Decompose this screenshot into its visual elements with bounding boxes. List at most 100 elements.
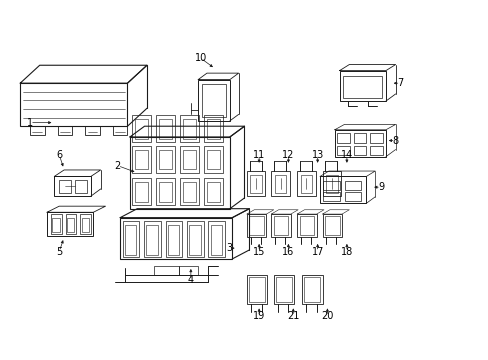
Text: 18: 18 xyxy=(340,247,352,257)
Bar xyxy=(165,221,182,257)
Text: 4: 4 xyxy=(187,275,194,285)
Bar xyxy=(334,130,385,157)
Bar xyxy=(344,181,360,190)
Bar xyxy=(297,171,315,196)
Bar xyxy=(198,80,229,121)
Bar xyxy=(203,116,222,142)
Bar xyxy=(206,149,219,169)
Bar xyxy=(302,275,322,304)
Text: 21: 21 xyxy=(286,311,299,321)
Bar xyxy=(156,178,174,205)
Bar xyxy=(203,178,222,205)
Text: 1: 1 xyxy=(27,118,33,128)
Bar xyxy=(246,214,266,237)
Text: 14: 14 xyxy=(340,150,352,160)
Bar xyxy=(183,182,195,202)
Bar xyxy=(202,84,225,117)
Bar xyxy=(135,149,148,169)
Bar xyxy=(159,149,171,169)
Bar xyxy=(186,221,203,257)
Bar xyxy=(339,71,385,101)
Bar xyxy=(249,216,264,235)
Bar xyxy=(210,225,222,255)
Bar xyxy=(58,126,72,135)
Bar xyxy=(80,214,91,234)
Bar xyxy=(208,221,224,257)
Bar xyxy=(299,216,314,235)
Bar xyxy=(322,171,340,196)
Bar xyxy=(51,214,61,234)
Bar xyxy=(206,119,219,139)
Bar xyxy=(189,225,200,255)
Bar xyxy=(167,225,179,255)
Bar xyxy=(59,180,71,193)
Bar xyxy=(322,214,341,237)
Bar xyxy=(144,221,160,257)
Text: 17: 17 xyxy=(311,247,323,257)
Bar xyxy=(159,119,171,139)
Bar xyxy=(81,218,89,232)
Bar xyxy=(180,146,198,173)
Bar xyxy=(154,266,178,275)
Bar xyxy=(54,176,91,196)
Bar xyxy=(273,216,288,235)
Text: 5: 5 xyxy=(56,247,62,257)
Text: 15: 15 xyxy=(252,247,265,257)
Bar xyxy=(113,126,127,135)
Text: 16: 16 xyxy=(282,247,294,257)
Text: 7: 7 xyxy=(397,78,403,88)
Bar xyxy=(369,145,382,155)
Bar xyxy=(65,214,76,234)
Bar xyxy=(156,116,174,142)
Text: 20: 20 xyxy=(321,311,333,321)
Bar xyxy=(344,192,360,201)
Bar xyxy=(132,146,151,173)
Text: 12: 12 xyxy=(282,150,294,160)
Bar xyxy=(130,137,229,209)
Bar xyxy=(156,146,174,173)
Bar xyxy=(336,134,349,143)
Bar xyxy=(183,149,195,169)
Text: 3: 3 xyxy=(226,243,232,253)
Bar xyxy=(336,145,349,155)
Bar xyxy=(353,134,366,143)
Bar xyxy=(343,76,381,98)
Bar xyxy=(120,218,232,259)
Text: 2: 2 xyxy=(114,161,121,171)
Bar xyxy=(250,175,262,193)
Bar xyxy=(52,218,60,232)
Bar xyxy=(206,182,219,202)
Text: 8: 8 xyxy=(392,136,398,145)
Text: 13: 13 xyxy=(311,150,323,160)
Bar xyxy=(325,216,339,235)
Text: 6: 6 xyxy=(56,150,62,160)
Bar xyxy=(300,175,312,193)
Bar xyxy=(249,277,264,302)
Bar xyxy=(304,277,320,302)
Bar xyxy=(132,116,151,142)
Text: 11: 11 xyxy=(252,150,264,160)
Bar xyxy=(180,178,198,205)
Bar xyxy=(178,266,198,275)
Bar xyxy=(246,171,265,196)
Bar xyxy=(122,221,139,257)
Bar xyxy=(273,275,294,304)
Bar xyxy=(320,176,366,203)
Bar xyxy=(180,116,198,142)
Bar xyxy=(75,180,86,193)
Bar xyxy=(203,146,222,173)
Bar xyxy=(135,119,148,139)
Bar xyxy=(276,277,291,302)
Bar xyxy=(85,126,100,135)
Bar xyxy=(183,119,195,139)
Bar xyxy=(325,175,337,193)
Bar xyxy=(30,126,44,135)
Bar xyxy=(297,214,316,237)
Bar xyxy=(274,175,286,193)
Bar xyxy=(323,192,339,201)
Bar xyxy=(369,134,382,143)
Text: 9: 9 xyxy=(377,182,383,192)
Bar xyxy=(135,182,148,202)
Bar xyxy=(159,182,171,202)
Bar xyxy=(271,171,289,196)
